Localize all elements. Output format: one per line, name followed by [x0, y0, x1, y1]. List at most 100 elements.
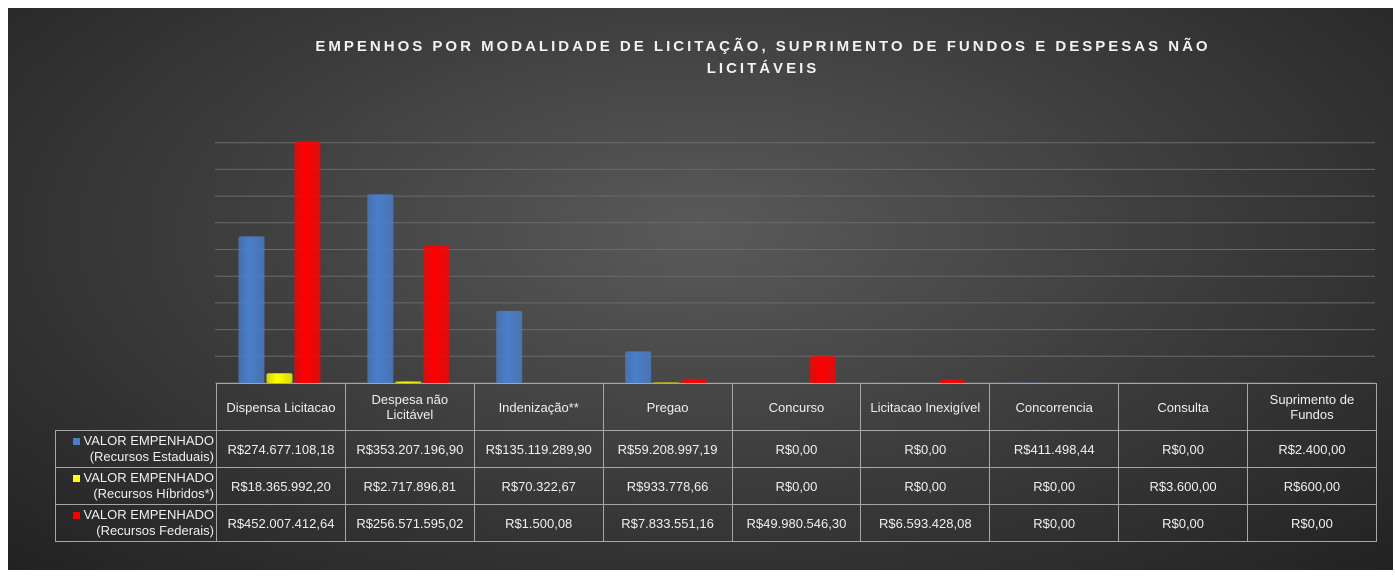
value-cell: R$1.500,08 — [473, 504, 604, 542]
legend-text: VALOR EMPENHADO (Recursos Federais) — [83, 507, 214, 538]
value-cell-text: R$6.593.428,08 — [879, 515, 972, 531]
value-cell-text: R$59.208.997,19 — [617, 441, 718, 457]
category-label: Consulta — [1118, 383, 1248, 431]
legend-text: VALOR EMPENHADO (Recursos Híbridos*) — [83, 470, 214, 501]
value-cell: R$6.593.428,08 — [860, 504, 991, 542]
value-cell-text: R$0,00 — [775, 441, 818, 457]
value-cell-text: R$49.980.546,30 — [746, 515, 847, 531]
value-cell-text: R$1.500,08 — [505, 515, 573, 531]
bar — [238, 236, 265, 383]
bar — [395, 381, 422, 383]
bar — [938, 379, 965, 383]
value-cell-text: R$353.207.196,90 — [356, 441, 464, 457]
value-cell-text: R$3.600,00 — [1149, 478, 1217, 494]
value-cell-text: R$0,00 — [1033, 515, 1076, 531]
bar — [367, 194, 394, 383]
bar — [810, 356, 836, 383]
value-cell: R$0,00 — [731, 430, 862, 468]
value-cell: R$274.677.108,18 — [216, 430, 346, 468]
value-cell: R$353.207.196,90 — [344, 430, 475, 468]
value-cell: R$2.717.896,81 — [344, 467, 475, 505]
value-cell: R$70.322,67 — [473, 467, 604, 505]
bar — [266, 373, 293, 383]
bar — [681, 378, 708, 383]
value-cell-text: R$0,00 — [775, 478, 818, 494]
value-cell-text: R$933.778,66 — [626, 478, 709, 494]
data-table: Dispensa Licitacao Despesa não Licitável I… — [55, 383, 1377, 542]
category-label: Suprimento de Fundos — [1247, 383, 1377, 431]
series-row: VALOR EMPENHADO (Recursos Estaduais) R$27… — [55, 430, 1377, 468]
value-cell-text: R$0,00 — [1162, 515, 1205, 531]
legend-key — [73, 512, 81, 519]
value-cell: R$0,00 — [989, 504, 1120, 542]
value-cell-text: R$274.677.108,18 — [227, 441, 335, 457]
value-cell: R$2.400,00 — [1247, 430, 1377, 468]
category-label-text: Licitacao Inexigível — [870, 399, 981, 415]
value-cell: R$933.778,66 — [602, 467, 733, 505]
value-cell: R$0,00 — [1247, 504, 1377, 542]
chart: EMPENHOS POR MODALIDADE DE LICITAÇÃO, SU… — [8, 8, 1393, 570]
category-label: Indenização** — [473, 383, 604, 431]
value-cell: R$411.498,44 — [989, 430, 1120, 468]
category-label: Despesa não Licitável — [344, 383, 475, 431]
bar — [294, 141, 321, 383]
value-cell: R$3.600,00 — [1118, 467, 1248, 505]
category-label-text: Concorrencia — [1015, 399, 1093, 415]
value-cell: R$7.833.551,16 — [602, 504, 733, 542]
value-cell: R$0,00 — [731, 467, 862, 505]
category-label-text: Pregao — [646, 399, 689, 415]
series-row: VALOR EMPENHADO (Recursos Híbridos*) R$18… — [55, 467, 1377, 505]
value-cell-text: R$18.365.992,20 — [231, 478, 331, 494]
value-cell-text: R$0,00 — [1290, 515, 1333, 531]
value-cell: R$452.007.412,64 — [216, 504, 346, 542]
bar — [496, 310, 523, 383]
category-label-text: Despesa não Licitável — [371, 392, 449, 422]
category-label-text: Concurso — [768, 399, 825, 415]
series-row: VALOR EMPENHADO (Recursos Federais) R$452… — [55, 504, 1377, 542]
value-cell: R$0,00 — [989, 467, 1120, 505]
value-cell-text: R$411.498,44 — [1013, 441, 1095, 457]
category-label: Dispensa Licitacao — [216, 383, 346, 431]
value-cell: R$135.119.289,90 — [473, 430, 604, 468]
bar — [625, 351, 652, 383]
value-cell: R$0,00 — [860, 430, 991, 468]
chart-title: EMPENHOS POR MODALIDADE DE LICITAÇÃO, SU… — [315, 38, 1211, 77]
value-cell: R$0,00 — [1118, 430, 1248, 468]
category-label: Pregao — [602, 383, 733, 431]
value-cell-text: R$0,00 — [904, 441, 947, 457]
value-cell-text: R$256.571.595,02 — [356, 515, 464, 531]
value-cell-text: R$452.007.412,64 — [227, 515, 335, 531]
legend-entry: VALOR EMPENHADO (Recursos Estaduais) — [55, 430, 217, 468]
category-label: Concurso — [731, 383, 862, 431]
bar — [423, 245, 450, 383]
value-cell-text: R$135.119.289,90 — [485, 441, 592, 457]
value-cell: R$49.980.546,30 — [731, 504, 862, 542]
value-cell-text: R$2.717.896,81 — [363, 478, 457, 494]
value-cell-text: R$2.400,00 — [1278, 441, 1346, 457]
legend-entry: VALOR EMPENHADO (Recursos Federais) — [55, 504, 217, 542]
category-label-text: Suprimento de Fundos — [1269, 392, 1355, 422]
legend-entry: VALOR EMPENHADO (Recursos Híbridos*) — [55, 467, 217, 505]
category-label: Licitacao Inexigível — [860, 383, 991, 431]
value-cell-text: R$0,00 — [1162, 441, 1205, 457]
value-cell-text: R$600,00 — [1283, 478, 1341, 494]
legend-key — [73, 438, 81, 445]
value-cell: R$256.571.595,02 — [344, 504, 475, 542]
plot — [215, 141, 1375, 384]
category-label-text: Dispensa Licitacao — [226, 399, 336, 415]
category-label: Concorrencia — [989, 383, 1120, 431]
value-cell-text: R$0,00 — [1033, 478, 1076, 494]
category-label-text: Indenização** — [498, 399, 579, 415]
value-cell-text: R$0,00 — [904, 478, 947, 494]
value-cell-text: R$7.833.551,16 — [621, 515, 714, 531]
value-cell: R$0,00 — [1118, 504, 1248, 542]
header-row: Dispensa Licitacao Despesa não Licitável I… — [55, 383, 1377, 431]
value-cell: R$59.208.997,19 — [602, 430, 733, 468]
corner — [55, 383, 217, 431]
category-label-text: Consulta — [1157, 399, 1209, 415]
legend-text: VALOR EMPENHADO (Recursos Estaduais) — [83, 433, 214, 464]
legend-key — [73, 475, 81, 482]
value-cell: R$600,00 — [1247, 467, 1377, 505]
value-cell-text: R$70.322,67 — [501, 478, 576, 494]
value-cell: R$18.365.992,20 — [216, 467, 346, 505]
